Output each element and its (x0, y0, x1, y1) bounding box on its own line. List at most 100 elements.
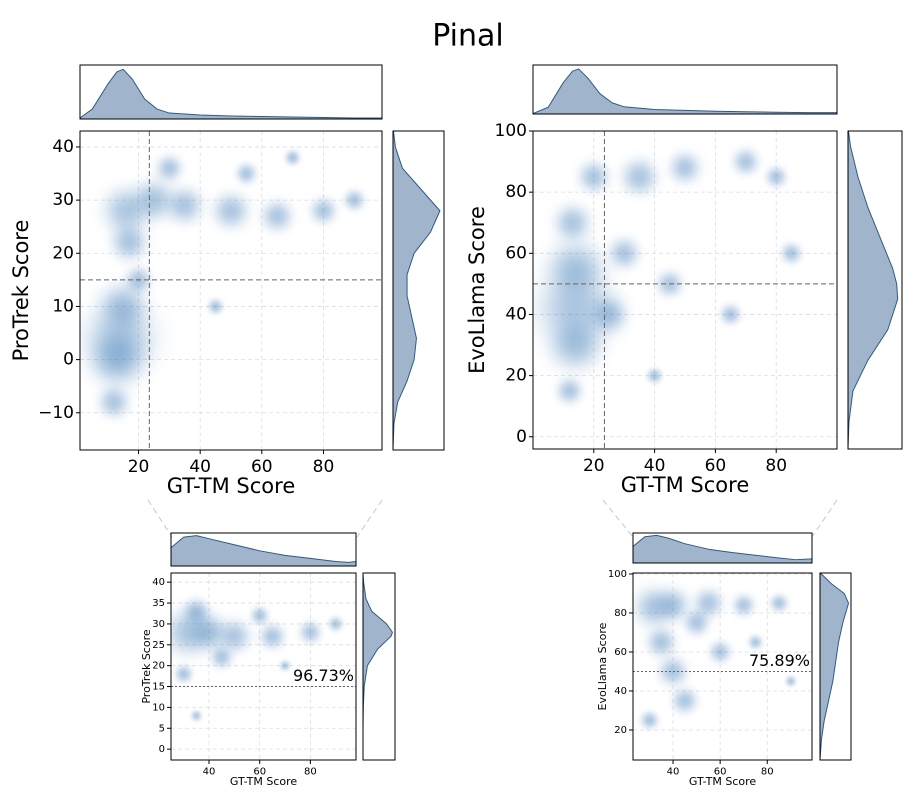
density-point (159, 158, 180, 179)
density-point (96, 339, 137, 380)
annotation: 75.89% (749, 651, 810, 670)
zoom-line (602, 499, 634, 538)
density-point (265, 204, 290, 229)
y-tick-label: 30 (52, 190, 74, 210)
density-point (195, 618, 224, 647)
y-tick-label: 100 (495, 121, 527, 141)
x-axis-label: GT-TM Score (689, 775, 757, 788)
points (92, 151, 363, 415)
density-point (170, 191, 199, 220)
density-point (660, 592, 686, 618)
density-point (137, 184, 170, 217)
y-tick-label: 60 (614, 647, 627, 658)
density-point (735, 596, 753, 614)
zoom-line (147, 499, 173, 538)
y-marginal-frame (847, 130, 903, 450)
y-tick-label: 0 (63, 350, 74, 370)
density-point (711, 643, 729, 661)
y-tick-label: 80 (614, 608, 627, 619)
y-tick-label: 40 (52, 137, 74, 157)
y-marginal-frame (362, 572, 396, 761)
x-tick-label: 60 (253, 767, 266, 778)
y-tick-label: 20 (152, 661, 165, 672)
density-point (648, 369, 661, 382)
density-point (286, 151, 299, 164)
plot-frame (79, 130, 383, 451)
y-tick-label: 40 (152, 577, 165, 588)
y-axis-label: ProTrek Score (9, 220, 33, 362)
points (171, 601, 342, 720)
y-marginal-frame (392, 130, 445, 451)
density-point (783, 245, 800, 262)
density-point (673, 155, 697, 180)
x-marginal-density (170, 535, 357, 567)
y-tick-label: 60 (505, 243, 527, 263)
panel: 20 40 60 80 0 20 40 60 80 100 GT-TM Score EvoLlama … (465, 64, 903, 497)
y-tick-label: 10 (52, 296, 74, 316)
x-tick-label: 20 (583, 456, 605, 476)
y-axis-label: ProTrek Score (140, 629, 153, 704)
figure-title: Pinal (432, 19, 504, 54)
density-point (221, 623, 247, 650)
density-point (115, 228, 144, 257)
points (545, 151, 800, 401)
y-tick-label: 5 (159, 723, 165, 734)
density-point (280, 661, 290, 670)
y-tick-label: 0 (159, 744, 165, 755)
y-axis-label: EvoLlama Score (465, 206, 489, 374)
y-tick-label: 30 (152, 619, 165, 630)
x-axis-label: GT-TM Score (621, 473, 750, 497)
density-point (105, 288, 142, 325)
density-point (595, 300, 623, 329)
zoom-lines (147, 499, 838, 538)
y-tick-label: 35 (152, 598, 165, 609)
panel: 40 60 80 0 5 10 15 20 25 30 35 40 96.73% GT-TM Score P… (140, 532, 396, 788)
density-point (559, 380, 580, 401)
density-point (186, 601, 207, 622)
x-tick-label: 60 (714, 767, 727, 778)
density-point (171, 614, 207, 651)
density-point (642, 713, 657, 728)
density-point (772, 596, 787, 611)
density-point (330, 618, 342, 630)
panel: 40 60 80 20 40 60 80 100 75.89% GT-TM Score EvoLla… (596, 532, 852, 788)
x-marginal-frame (532, 64, 838, 115)
density-point (686, 612, 707, 633)
x-axis-label: GT-TM Score (230, 775, 298, 788)
x-tick-label: 80 (761, 767, 774, 778)
y-marginal-density (362, 573, 393, 761)
y-tick-label: 20 (505, 366, 527, 386)
density-point (555, 325, 596, 366)
plot-frame (170, 572, 357, 761)
y-tick-label: 10 (152, 702, 165, 713)
x-marginal-density (79, 68, 383, 120)
x-marginal-frame (79, 64, 383, 120)
y-tick-label: 20 (614, 725, 627, 736)
density-point (176, 667, 191, 682)
x-tick-label: 60 (251, 457, 273, 477)
zoom-line (811, 499, 838, 538)
plot-frame (632, 572, 813, 761)
y-tick-label: 25 (152, 640, 165, 651)
y-marginal-frame (819, 572, 852, 761)
y-tick-label: 40 (614, 686, 627, 697)
density-point (313, 200, 334, 221)
density-point (238, 165, 255, 182)
density-point (346, 192, 363, 209)
x-tick-label: 40 (203, 767, 216, 778)
x-tick-label: 60 (705, 456, 727, 476)
density-point (217, 196, 245, 225)
density-point (786, 677, 796, 686)
y-marginal-density (847, 130, 899, 450)
y-tick-label: 40 (505, 304, 527, 324)
y-tick-label: 100 (608, 569, 627, 580)
x-tick-label: 40 (189, 457, 211, 477)
density-point (650, 631, 673, 654)
density-point (209, 300, 222, 313)
zoom-line (356, 499, 383, 538)
density-point (697, 592, 720, 615)
y-axis-label: EvoLlama Score (596, 622, 609, 710)
density-point (735, 151, 756, 172)
x-tick-label: 40 (644, 456, 666, 476)
